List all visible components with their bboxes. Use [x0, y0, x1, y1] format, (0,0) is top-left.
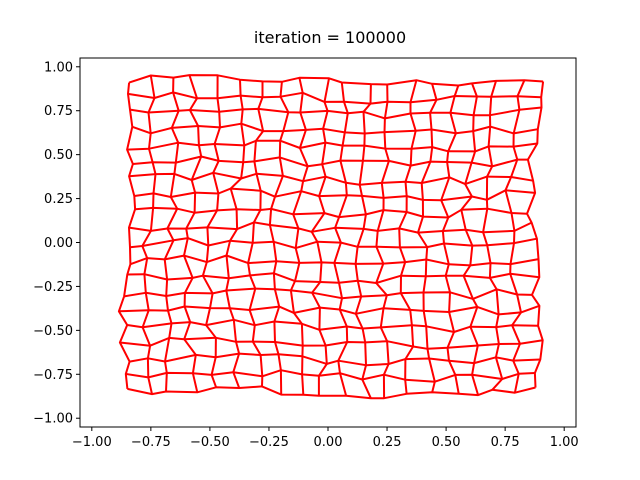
y-tick-label: 1.00 [44, 60, 73, 75]
mesh-column-line [310, 78, 330, 396]
mesh-column-line [163, 77, 180, 392]
mesh-row-line [132, 155, 528, 168]
mesh-column-line [289, 77, 309, 395]
mesh-column-line [375, 84, 390, 399]
x-tick-label: −0.50 [190, 435, 230, 450]
mesh-row-line [127, 91, 542, 105]
mesh-row-line [127, 318, 539, 333]
mesh-row-line [129, 237, 538, 250]
x-tick-label: 0.50 [432, 435, 461, 450]
mesh-column-line [440, 85, 460, 394]
mesh-column-line [225, 79, 246, 389]
y-axis: −1.00 −0.75 −0.50 −0.25 0.00 0.25 0.50 0.75 1.00 [33, 60, 80, 427]
y-tick-label: 0.50 [44, 148, 73, 163]
x-tick-label: −1.00 [72, 435, 112, 450]
mesh-row-line [129, 171, 534, 186]
chart-title: iteration = 100000 [254, 28, 406, 47]
mesh-row-line [135, 206, 528, 219]
y-tick-label: −0.50 [33, 324, 73, 339]
mesh-column-line [247, 81, 265, 387]
deformed-mesh [117, 74, 545, 400]
mesh-column-line [482, 80, 504, 391]
mesh-row-line [134, 187, 536, 202]
mesh-column-line [183, 74, 203, 393]
x-tick-label: 1.00 [550, 435, 579, 450]
mesh-row-line [130, 254, 539, 267]
mesh-row-line [127, 272, 540, 284]
mesh-column-line [141, 75, 157, 395]
x-tick-label: −0.75 [131, 435, 171, 450]
y-tick-label: −0.75 [33, 368, 73, 383]
mesh-column-line [117, 82, 137, 390]
mesh-row-line [127, 139, 538, 153]
mesh-row-line [131, 122, 538, 135]
y-tick-label: −1.00 [33, 412, 73, 427]
y-tick-label: −0.25 [33, 280, 73, 295]
mesh-column-line [526, 81, 545, 388]
mesh-row-line [129, 352, 541, 367]
mesh-column-line [268, 81, 290, 395]
x-tick-label: 0.75 [491, 435, 520, 450]
x-tick-label: 0.25 [373, 435, 402, 450]
mesh-column-line [398, 79, 418, 394]
mesh-column-line [354, 84, 372, 399]
mesh-row-line [118, 304, 540, 316]
mesh-row-line [125, 369, 535, 383]
x-tick-label: −0.25 [249, 435, 289, 450]
mesh-column-line [504, 79, 526, 393]
mesh-row-line [127, 385, 536, 400]
y-tick-label: 0.25 [44, 192, 73, 207]
x-tick-label: 0.00 [314, 435, 343, 450]
mesh-column-line [333, 82, 349, 397]
mesh-row-line [129, 106, 542, 120]
mesh-row-line [128, 221, 533, 234]
mesh-column-line [417, 83, 438, 393]
mesh-column-line [460, 83, 480, 396]
mesh-row-line [123, 287, 533, 300]
y-tick-label: 0.75 [44, 104, 73, 119]
y-tick-label: 0.00 [44, 236, 73, 251]
x-axis: −1.00 −0.75 −0.50 −0.25 0.00 0.25 0.50 0.75 1.00 [72, 427, 579, 450]
mesh-row-line [119, 336, 543, 350]
mesh-row-line [128, 74, 544, 87]
mesh-column-line [201, 75, 221, 388]
